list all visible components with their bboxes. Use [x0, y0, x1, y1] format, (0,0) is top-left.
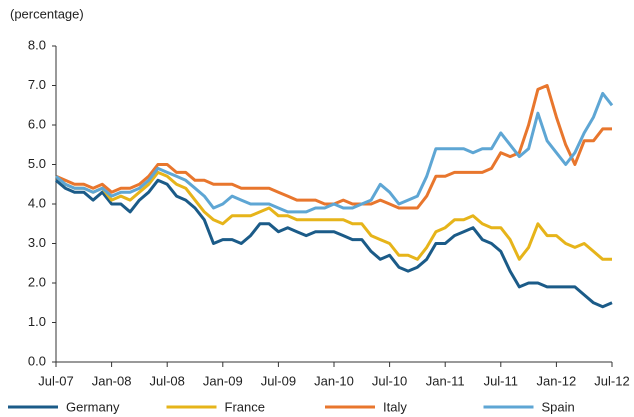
- x-tick-label: Jul-07: [38, 373, 73, 388]
- y-axis-label: (percentage): [10, 6, 84, 21]
- series-line: [55, 170, 612, 261]
- x-tick-label: Jan-08: [92, 373, 132, 388]
- x-tick-label: Jul-12: [594, 373, 629, 388]
- legend-label: Germany: [66, 399, 120, 414]
- y-tick-label: 8.0: [28, 37, 46, 52]
- x-tick-label: Jul-08: [149, 373, 184, 388]
- x-tick-label: Jan-10: [314, 373, 354, 388]
- x-tick-label: Jul-09: [261, 373, 296, 388]
- y-tick-label: 5.0: [28, 156, 46, 171]
- legend-label: Italy: [383, 399, 407, 414]
- x-tick-label: Jan-11: [426, 373, 465, 388]
- x-tick-label: Jul-10: [372, 373, 407, 388]
- legend-label: Spain: [542, 399, 575, 414]
- y-tick-label: 4.0: [28, 195, 46, 210]
- legend-label: France: [225, 399, 265, 414]
- y-tick-label: 7.0: [28, 77, 46, 92]
- series-line: [55, 178, 613, 309]
- x-tick-label: Jan-12: [537, 373, 577, 388]
- y-tick-label: 0.0: [28, 353, 46, 368]
- y-tick-label: 6.0: [28, 116, 46, 131]
- series-line: [55, 91, 614, 214]
- y-tick-label: 1.0: [28, 314, 46, 329]
- x-tick-label: Jul-11: [484, 373, 518, 388]
- y-tick-label: 2.0: [28, 274, 46, 289]
- x-tick-label: Jan-09: [203, 373, 243, 388]
- y-tick-label: 3.0: [28, 235, 46, 250]
